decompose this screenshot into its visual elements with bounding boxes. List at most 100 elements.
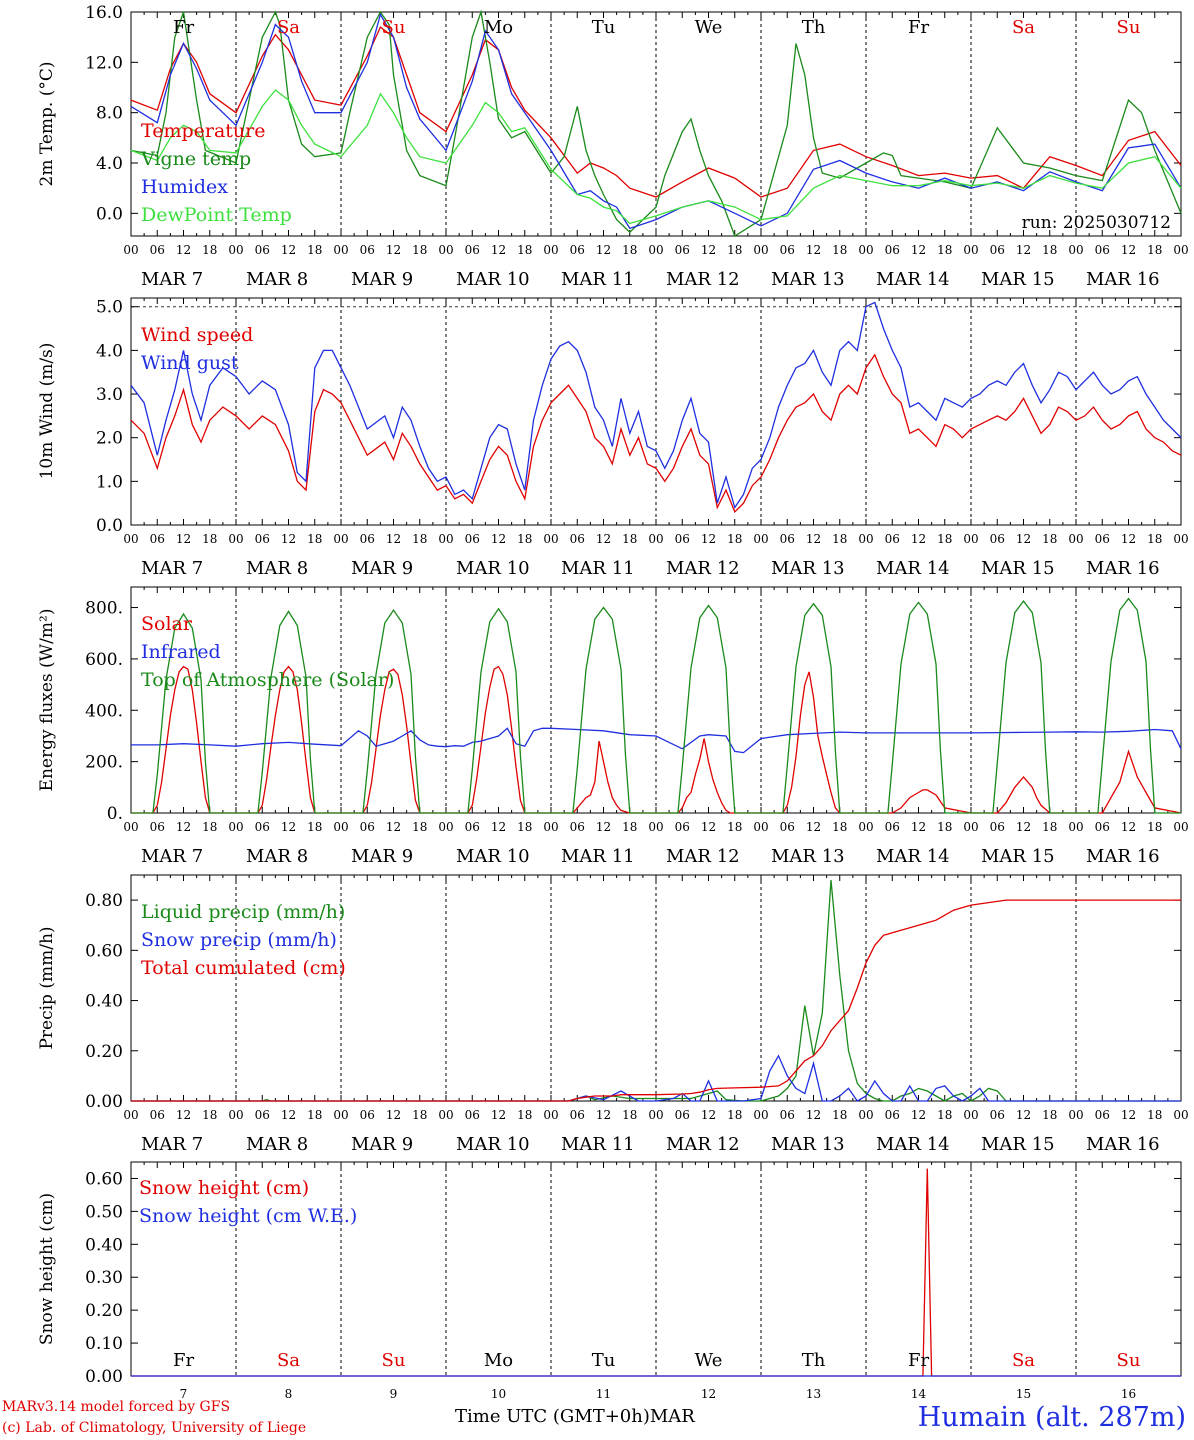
hour-tick-label: 06 <box>570 820 585 834</box>
weekday-label: Su <box>1117 1350 1141 1371</box>
legend-entry: Snow height (cm) <box>139 1177 309 1199</box>
hour-tick-label: 00 <box>963 820 978 834</box>
hour-tick-label: 00 <box>753 532 768 546</box>
date-label: MAR 16 <box>1086 846 1160 867</box>
series-line-wind-gust <box>130 301 1182 510</box>
y-tick-label: 0.50 <box>85 1202 123 1222</box>
y-tick-label: 3.0 <box>96 385 123 405</box>
panel-5: 0.00 0.10 0.20 0.30 0.40 0.50 0.60 Snow height … <box>37 1161 1182 1401</box>
hour-tick-label: 18 <box>412 820 427 834</box>
day-number-label: 8 <box>285 1387 293 1401</box>
hour-tick-label: 12 <box>491 532 506 546</box>
date-label: MAR 11 <box>561 558 635 579</box>
date-label: MAR 15 <box>981 269 1055 290</box>
hour-tick-label: 12 <box>281 532 296 546</box>
date-label: MAR 7 <box>141 269 203 290</box>
y-tick-label: 0.00 <box>85 1092 123 1112</box>
legend-entry: Humidex <box>141 176 228 198</box>
hour-tick-label: 06 <box>990 1108 1005 1122</box>
hour-tick-label: 18 <box>832 243 847 257</box>
y-tick-label: 8.0 <box>96 104 123 124</box>
hour-tick-label: 00 <box>1173 820 1188 834</box>
legend-entry: Infrared <box>141 641 221 663</box>
hour-tick-label: 06 <box>1095 1108 1110 1122</box>
hour-tick-label: 06 <box>150 1108 165 1122</box>
y-tick-label: 400. <box>85 701 123 721</box>
hour-tick-label: 12 <box>911 243 926 257</box>
weekday-label: We <box>695 1350 723 1371</box>
hour-tick-label: 06 <box>675 243 690 257</box>
date-label: MAR 11 <box>561 1134 635 1155</box>
date-label: MAR 10 <box>456 1134 530 1155</box>
date-label: MAR 9 <box>351 846 413 867</box>
hour-tick-label: 12 <box>1016 532 1031 546</box>
hour-tick-label: 06 <box>780 243 795 257</box>
hour-tick-label: 18 <box>1147 820 1162 834</box>
hour-tick-label: 00 <box>228 820 243 834</box>
hour-tick-label: 00 <box>1068 532 1083 546</box>
hour-tick-label: 06 <box>1095 243 1110 257</box>
y-tick-label: 4.0 <box>96 154 123 174</box>
hour-tick-label: 18 <box>727 243 742 257</box>
weekday-label: Th <box>802 17 826 38</box>
date-label: MAR 14 <box>876 558 950 579</box>
legend-entry: Liquid precip (mm/h) <box>141 901 345 923</box>
legend-entry: Total cumulated (cm) <box>141 957 346 979</box>
y-tick-label: 0.40 <box>85 992 123 1012</box>
hour-tick-label: 18 <box>1147 243 1162 257</box>
hour-tick-label: 12 <box>806 532 821 546</box>
hour-tick-label: 06 <box>990 820 1005 834</box>
hour-tick-label: 18 <box>517 243 532 257</box>
hour-tick-label: 12 <box>176 1108 191 1122</box>
hour-tick-label: 12 <box>1121 532 1136 546</box>
hour-tick-label: 06 <box>150 820 165 834</box>
date-label: MAR 16 <box>1086 558 1160 579</box>
date-label: MAR 13 <box>771 1134 845 1155</box>
weekday-label: Sa <box>1012 1350 1035 1371</box>
y-tick-label: 600. <box>85 650 123 670</box>
y-tick-label: 1.0 <box>96 472 123 492</box>
date-label: MAR 13 <box>771 269 845 290</box>
hour-tick-label: 12 <box>701 243 716 257</box>
weekday-label: Tu <box>592 1350 616 1371</box>
series-line-solar <box>131 665 1182 814</box>
time-axis-label: Time UTC (GMT+0h)MAR <box>455 1406 695 1427</box>
date-label: MAR 8 <box>246 1134 308 1155</box>
footer-lab-credit: (c) Lab. of Climatology, University of L… <box>2 1420 307 1436</box>
hour-tick-label: 00 <box>228 1108 243 1122</box>
day-number-label: 10 <box>491 1387 506 1401</box>
date-label: MAR 13 <box>771 846 845 867</box>
series-line-infrared <box>131 727 1182 754</box>
date-label: MAR 8 <box>246 269 308 290</box>
hour-tick-label: 18 <box>517 820 532 834</box>
weekday-label: Su <box>382 1350 406 1371</box>
hour-tick-label: 18 <box>307 243 322 257</box>
series-line-temperature <box>130 26 1182 198</box>
day-number-label: 11 <box>596 1387 611 1401</box>
hour-tick-label: 18 <box>727 820 742 834</box>
hour-tick-label: 00 <box>438 1108 453 1122</box>
y-tick-label: 4.0 <box>96 341 123 361</box>
hour-tick-label: 12 <box>596 1108 611 1122</box>
station-name: Humain (alt. 287m) <box>917 1402 1186 1433</box>
y-tick-label: 2.0 <box>96 429 123 449</box>
hour-tick-label: 12 <box>701 820 716 834</box>
hour-tick-label: 00 <box>333 1108 348 1122</box>
hour-tick-label: 00 <box>648 243 663 257</box>
date-label: MAR 11 <box>561 269 635 290</box>
hour-tick-label: 12 <box>281 1108 296 1122</box>
hour-tick-label: 06 <box>990 532 1005 546</box>
hour-tick-label: 00 <box>333 820 348 834</box>
hour-tick-label: 12 <box>1016 820 1031 834</box>
date-label: MAR 7 <box>141 558 203 579</box>
hour-tick-label: 00 <box>648 820 663 834</box>
y-tick-label: 200. <box>85 753 123 773</box>
weekday-label: Sa <box>277 17 300 38</box>
hour-tick-label: 06 <box>990 243 1005 257</box>
hour-tick-label: 06 <box>255 532 270 546</box>
hour-tick-label: 00 <box>753 243 768 257</box>
hour-tick-label: 00 <box>438 532 453 546</box>
legend-entry: Vigne temp <box>140 148 251 170</box>
hour-tick-label: 18 <box>307 820 322 834</box>
weekday-label: Mo <box>484 1350 513 1371</box>
